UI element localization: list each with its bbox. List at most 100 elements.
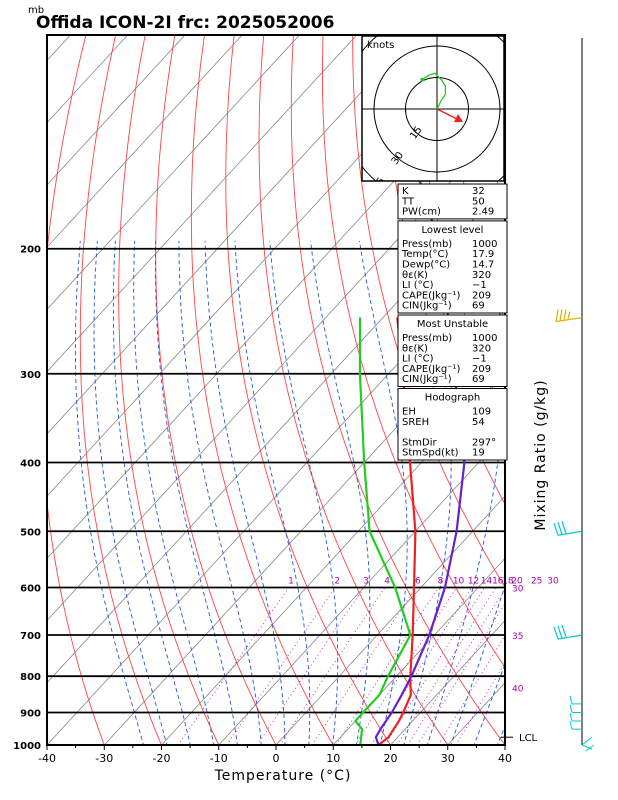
isotherm	[47, 35, 71, 62]
lowest-level-row-key: CIN(Jkg⁻¹)	[402, 301, 452, 312]
y-tick-label: 400	[20, 458, 41, 469]
lowest-level-row-value: −1	[472, 280, 487, 291]
index-value: 50	[472, 196, 485, 207]
hodograph-table-row-key: StmSpd(kt)	[402, 448, 459, 459]
wind-barb	[569, 695, 582, 705]
y-tick-label: 500	[20, 527, 41, 538]
mixing-ratio-line	[455, 661, 505, 745]
mixing-ratio-line	[311, 587, 417, 745]
moist-adiabat	[204, 240, 286, 745]
dry-adiabat	[225, 35, 392, 745]
mixing-ratio-label: 6	[415, 576, 421, 586]
mixing-ratio-label: 1	[288, 576, 294, 586]
lowest-level-row-value: 17.9	[472, 249, 494, 260]
lowest-level-row-key: θε(K)	[402, 270, 428, 281]
storm-motion-vector	[436, 108, 458, 120]
index-key: K	[402, 186, 409, 197]
x-tick-label: 40	[498, 752, 512, 765]
table-section-frame	[397, 388, 508, 461]
most-unstable-row-value: 320	[472, 343, 491, 354]
wind-barb	[569, 721, 582, 730]
pressure-unit-label: mb	[28, 5, 44, 16]
hodograph-ring-label: 45	[371, 176, 387, 193]
lowest-level-row-value: 320	[472, 270, 491, 281]
lcl-label: LCL	[519, 733, 538, 744]
x-axis: -40 -30 -20 -10 0 10 20 30 40	[38, 745, 512, 765]
index-key: PW(cm)	[402, 207, 441, 218]
lcl-marker: LCL	[501, 733, 538, 744]
hodograph-top-point	[420, 77, 425, 82]
mixing-ratio-label: 30	[547, 576, 559, 586]
wind-barb	[581, 736, 595, 752]
wind-barb	[569, 712, 582, 722]
most-unstable-row-value: 1000	[472, 333, 497, 344]
lowest-level-row-key: CAPE(Jkg⁻¹)	[402, 290, 460, 301]
mixing-ratio-line	[370, 587, 473, 745]
y-tick-label: 800	[20, 672, 41, 683]
mixing-ratio-label: 4	[384, 576, 390, 586]
mixing-ratio-label: 14	[481, 576, 493, 586]
moist-adiabat	[450, 583, 505, 745]
most-unstable-row-value: 69	[472, 374, 485, 385]
x-tick-label: 10	[326, 752, 340, 765]
x-tick-label: -40	[38, 752, 56, 765]
mixing-ratio-label: 12	[468, 576, 479, 586]
y-tick-label: 1000	[13, 741, 41, 752]
moist-adiabat	[112, 240, 191, 745]
dry-adiabat	[47, 35, 105, 745]
storm-motion-arrowhead	[454, 114, 463, 122]
dry-adiabat	[560, 35, 618, 760]
isotherm	[389, 619, 505, 745]
wind-barb	[569, 704, 582, 714]
isotherm	[47, 35, 300, 310]
mixing-ratio-label: 3	[363, 576, 369, 586]
dry-adiabat	[590, 35, 618, 760]
dry-adiabat	[258, 35, 449, 745]
isotherm	[218, 433, 505, 745]
moist-adiabat	[93, 240, 168, 745]
mixing-ratio-label: 10	[453, 576, 465, 586]
isotherm	[275, 495, 505, 745]
lowest-level-row-value: 209	[472, 290, 491, 301]
y-tick-label: 900	[20, 709, 41, 720]
isotherms	[47, 35, 505, 745]
wind-barbs	[553, 309, 595, 752]
moist-adiabat	[178, 240, 262, 745]
dry-adiabat	[352, 35, 505, 589]
dry-adiabat	[290, 35, 505, 745]
wind-barb	[553, 624, 583, 640]
x-tick-label: -20	[153, 752, 171, 765]
isotherm	[47, 35, 415, 435]
mixing-ratio-label: 8	[438, 576, 444, 586]
most-unstable-row-value: 209	[472, 364, 491, 375]
moist-adiabat	[133, 240, 215, 745]
y-axis-title: Mixing Ratio (g/kg)	[533, 379, 549, 530]
isotherm	[47, 35, 129, 124]
most-unstable-row-key: LI (°C)	[402, 354, 434, 365]
lowest-level-row-value: 1000	[472, 239, 497, 250]
hodograph-trace	[421, 72, 447, 110]
wind-barb	[555, 309, 583, 323]
most-unstable-row-key: Press(mb)	[402, 333, 452, 344]
wind-barb	[553, 521, 583, 536]
dry-adiabat	[118, 35, 220, 745]
moist-adiabat	[234, 240, 311, 745]
x-axis-title: Temperature (°C)	[214, 768, 352, 784]
dry-adiabats	[47, 35, 618, 760]
hodograph-table-row-value: 19	[472, 448, 485, 459]
lowest-level-row-key: Press(mb)	[402, 239, 452, 250]
lowest-level-row-key: LI (°C)	[402, 280, 434, 291]
moist-adiabat	[359, 240, 408, 745]
dry-adiabat	[155, 35, 277, 745]
y-axis: 200 300 400 500 600 700 800 900 1000	[13, 245, 41, 752]
stability-table: K 32 TT 50 PW(cm) 2.49 Lowest level Press(mb) 10…	[397, 183, 508, 461]
dry-adiabat	[79, 35, 162, 745]
moist-adiabat	[496, 725, 505, 745]
lowest-level-row-key: Dewp(°C)	[402, 260, 450, 271]
index-value: 32	[472, 186, 485, 197]
y-tick-label: 300	[20, 370, 41, 381]
isotherm	[47, 35, 186, 186]
